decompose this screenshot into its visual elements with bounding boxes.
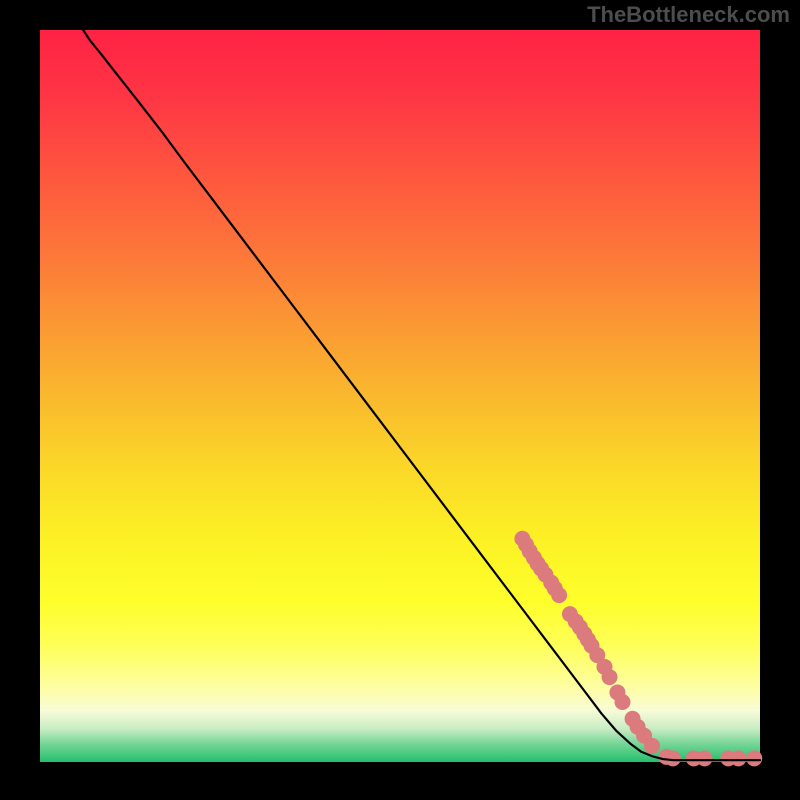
bottleneck-chart [0, 0, 800, 800]
data-point [665, 750, 681, 766]
data-point [551, 587, 567, 603]
data-point [614, 694, 630, 710]
data-point [644, 738, 660, 754]
chart-background-gradient [40, 30, 760, 762]
data-point [602, 669, 618, 685]
data-point [730, 750, 746, 766]
data-point [746, 750, 762, 766]
data-point [697, 750, 713, 766]
